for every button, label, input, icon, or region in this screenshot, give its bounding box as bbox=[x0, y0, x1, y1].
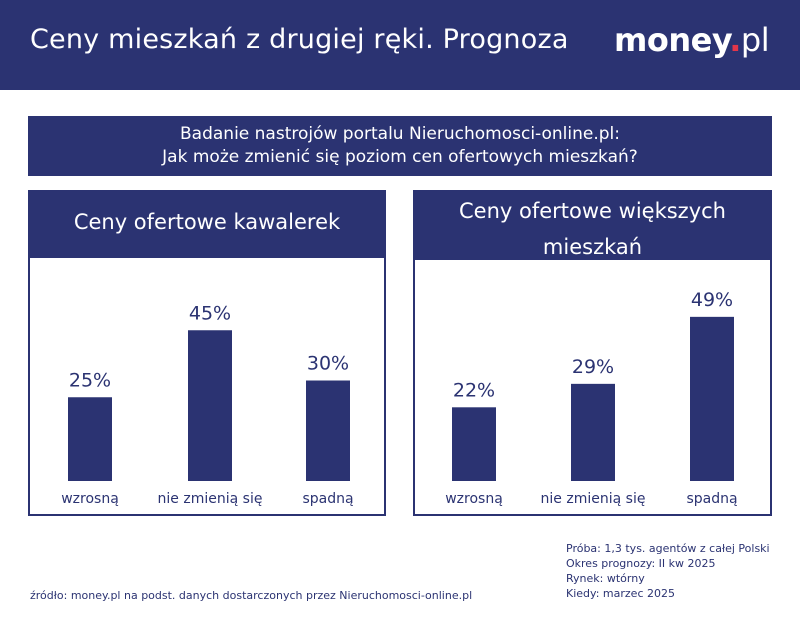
meta-market: Rynek: wtórny bbox=[566, 572, 645, 585]
bar-3 bbox=[690, 316, 734, 481]
category-label-2: nie zmienią się bbox=[541, 491, 646, 507]
bar-2 bbox=[571, 383, 615, 481]
value-label-2: 45% bbox=[189, 302, 231, 324]
bar-chart-studios: 25% wzrosną 45% nie zmienią się 30% spadną bbox=[61, 302, 353, 507]
money-pl-logo: money.pl bbox=[614, 21, 770, 59]
meta-forecast-period: Okres prognozy: II kw 2025 bbox=[566, 557, 716, 570]
chart-title-line-2: mieszkań bbox=[542, 235, 643, 259]
logo-tld: pl bbox=[740, 21, 770, 59]
meta-sample: Próba: 1,3 tys. agentów z całej Polski bbox=[566, 542, 770, 555]
survey-question-line-1: Badanie nastrojów portalu Nieruchomosci-… bbox=[180, 124, 620, 144]
survey-question-box: Badanie nastrojów portalu Nieruchomosci-… bbox=[28, 116, 772, 176]
survey-question-line-2: Jak może zmienić się poziom cen ofertowy… bbox=[162, 147, 638, 167]
bar-1 bbox=[452, 407, 496, 481]
header-banner: Ceny mieszkań z drugiej ręki. Prognoza m… bbox=[0, 0, 800, 90]
page-title: Ceny mieszkań z drugiej ręki. Prognoza bbox=[30, 24, 569, 55]
value-label-3: 49% bbox=[691, 289, 733, 311]
category-label-1: wzrosną bbox=[61, 491, 119, 507]
logo-main: money bbox=[614, 21, 730, 59]
chart-title: Ceny ofertowe kawalerek bbox=[73, 210, 341, 234]
category-label-1: wzrosną bbox=[445, 491, 503, 507]
category-label-3: spadną bbox=[302, 491, 353, 507]
chart-title-line-1: Ceny ofertowe większych bbox=[459, 199, 726, 223]
chart-panel-header: Ceny ofertowe większych mieszkań bbox=[413, 190, 772, 260]
bar-chart-larger-flats: 22% wzrosną 29% nie zmienią się 49% spadną bbox=[445, 289, 737, 507]
chart-panel-larger-flats: Ceny ofertowe większych mieszkań 22% wzro… bbox=[413, 190, 772, 516]
logo-dot: . bbox=[729, 21, 741, 59]
chart-panel-header: Ceny ofertowe kawalerek bbox=[28, 190, 386, 258]
value-label-1: 25% bbox=[69, 369, 111, 391]
value-label-2: 29% bbox=[572, 356, 614, 378]
value-label-3: 30% bbox=[307, 353, 349, 375]
survey-metadata: Próba: 1,3 tys. agentów z całej Polski O… bbox=[566, 541, 770, 601]
meta-date: Kiedy: marzec 2025 bbox=[566, 587, 675, 600]
bar-3 bbox=[306, 380, 350, 481]
chart-panel-studios: Ceny ofertowe kawalerek 25% wzrosną 45% nie… bbox=[28, 190, 386, 516]
category-label-3: spadną bbox=[686, 491, 737, 507]
bar-1 bbox=[68, 397, 112, 481]
bar-2 bbox=[188, 330, 232, 481]
source-note: źródło: money.pl na podst. danych dostar… bbox=[30, 589, 473, 602]
value-label-1: 22% bbox=[453, 379, 495, 401]
category-label-2: nie zmienią się bbox=[158, 491, 263, 507]
